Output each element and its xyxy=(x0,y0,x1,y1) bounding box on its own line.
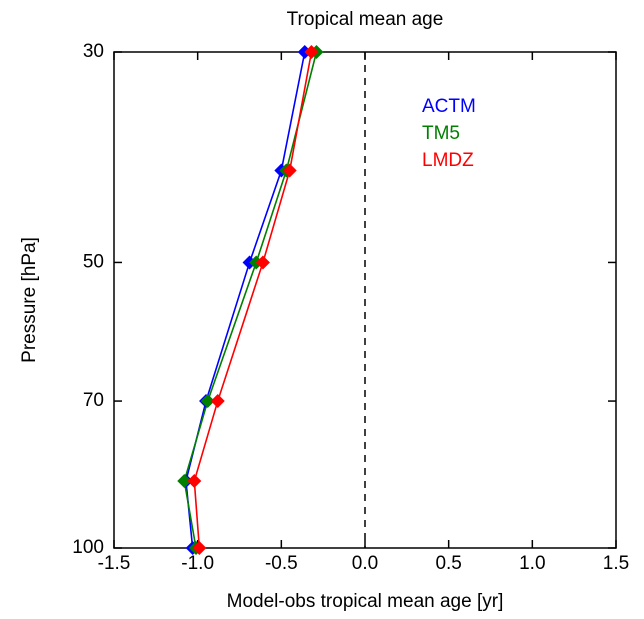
diamond-marker xyxy=(282,163,297,178)
x-tick-label: -0.5 xyxy=(265,553,298,574)
series-line xyxy=(185,51,306,549)
diamond-marker xyxy=(210,394,225,409)
x-tick-label: 0.5 xyxy=(435,553,461,574)
legend-entry: LMDZ xyxy=(422,150,474,171)
x-axis-label: Model-obs tropical mean age [yr] xyxy=(227,591,504,612)
series-line xyxy=(183,51,318,549)
x-tick-label: 1.5 xyxy=(603,553,629,574)
diamond-marker xyxy=(192,541,207,555)
diamond-marker xyxy=(200,394,215,409)
y-tick-label: 50 xyxy=(83,251,104,272)
x-tick-label: -1.0 xyxy=(181,553,214,574)
diamond-marker xyxy=(187,474,202,489)
y-axis-label: Pressure [hPa] xyxy=(19,237,40,363)
x-tick-label: -1.5 xyxy=(98,553,131,574)
legend-entry: ACTM xyxy=(422,96,476,117)
diamond-marker xyxy=(255,255,270,270)
series-line xyxy=(193,51,313,549)
x-tick-label: 0.0 xyxy=(352,553,378,574)
legend-entry: TM5 xyxy=(422,123,460,144)
y-tick-label: 30 xyxy=(83,41,104,62)
x-tick-label: 1.0 xyxy=(519,553,545,574)
y-tick-label: 100 xyxy=(72,537,104,558)
diamond-marker xyxy=(304,45,319,59)
chart-title: Tropical mean age xyxy=(287,9,444,30)
diamond-marker xyxy=(177,474,192,489)
y-tick-label: 70 xyxy=(83,390,104,411)
